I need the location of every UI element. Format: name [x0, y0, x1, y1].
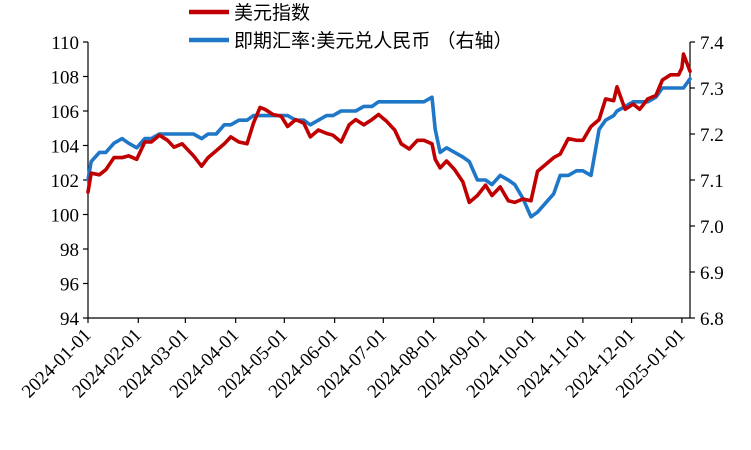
right-y-tick-label: 6.8: [700, 309, 724, 330]
right-y-tick-label: 7.2: [700, 125, 724, 146]
usdcny-spot-series-line: [86, 77, 692, 219]
left-y-tick-label: 104: [51, 137, 80, 158]
plot-area: [86, 52, 692, 219]
right-y-tick-label: 7.4: [700, 33, 724, 54]
right-y-tick-label: 7.3: [700, 79, 724, 100]
right-y-tick-label: 6.9: [700, 263, 724, 284]
right-y-tick-label: 7.1: [700, 171, 724, 192]
left-y-tick-label: 94: [60, 309, 80, 330]
left-y-tick-label: 100: [51, 206, 80, 227]
left-y-tick-label: 96: [60, 275, 79, 296]
left-y-tick-label: 102: [51, 171, 80, 192]
legend-label: 美元指数: [234, 2, 310, 24]
left-y-tick-label: 106: [51, 102, 80, 123]
right-y-tick-label: 7.0: [700, 217, 724, 238]
dollar-index-series-line: [86, 52, 692, 205]
left-y-tick-label: 98: [60, 240, 79, 261]
left-y-tick-label: 108: [51, 68, 80, 89]
legend-label: 即期汇率:美元兑人民币 （右轴）: [234, 30, 512, 52]
left-y-tick-label: 110: [51, 33, 79, 54]
